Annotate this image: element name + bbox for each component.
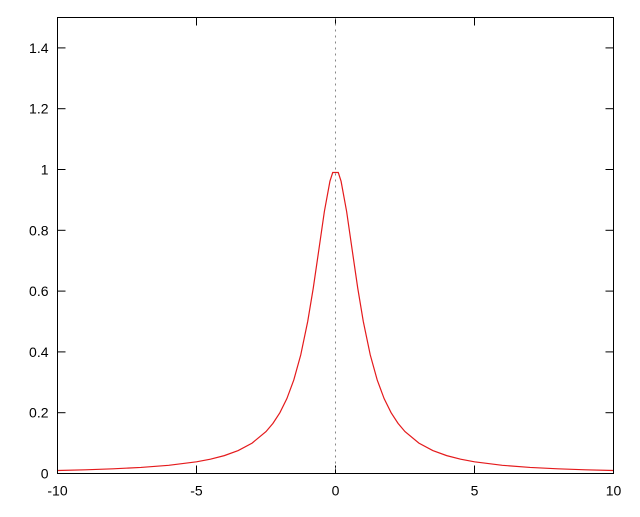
plot-frame bbox=[57, 17, 614, 474]
y-tick-label: 0.8 bbox=[29, 222, 49, 238]
x-tick-label: 0 bbox=[332, 483, 340, 499]
y-tick-label: 0.2 bbox=[29, 405, 49, 421]
y-tick-label: 0.6 bbox=[29, 283, 49, 299]
y-tick-label: 1 bbox=[41, 162, 49, 178]
x-tick-label: 10 bbox=[606, 483, 622, 499]
y-tick-label: 1.2 bbox=[29, 101, 49, 117]
x-tick-label: 5 bbox=[471, 483, 479, 499]
y-tick-label: 0 bbox=[41, 466, 49, 482]
y-tick-label: 1.4 bbox=[29, 40, 49, 56]
y-tick-label: 0.4 bbox=[29, 344, 49, 360]
x-tick-label: -5 bbox=[190, 483, 203, 499]
x-tick-label: -10 bbox=[47, 483, 67, 499]
series-line bbox=[57, 171, 614, 472]
